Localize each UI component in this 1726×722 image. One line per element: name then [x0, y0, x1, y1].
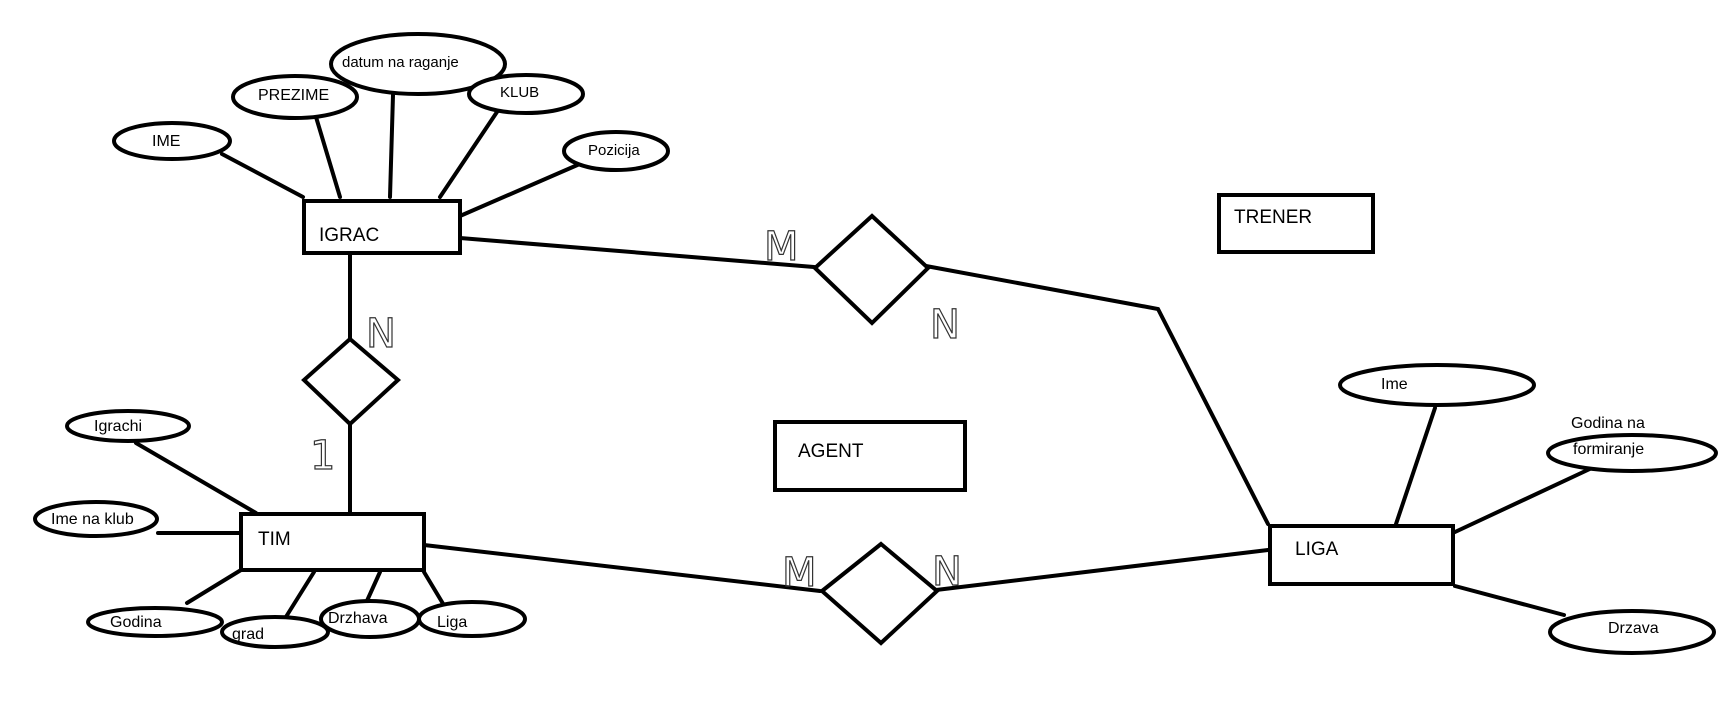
link-tim-grad: [282, 570, 316, 622]
attribute-tim-ime-na-klub[interactable]: Ime na klub: [33, 500, 159, 538]
link-liga-drzava: [1453, 584, 1566, 617]
link-igrac-datum: [388, 93, 395, 199]
cardinality-tim-liga-left: M: [782, 550, 817, 596]
link-liga-ime: [1394, 406, 1437, 526]
entity-agent-label: AGENT: [798, 441, 864, 462]
relationship-tim-liga[interactable]: [818, 541, 941, 646]
attribute-igrac-pozicija[interactable]: Pozicija: [562, 130, 670, 172]
entity-liga[interactable]: LIGA: [1268, 524, 1455, 586]
link-igrac-klub: [438, 101, 505, 199]
attribute-tim-godina-label: Godina: [110, 614, 162, 631]
attribute-liga-godina-label-line2: formiranje: [1573, 441, 1644, 458]
attribute-liga-drzava-label: Drzava: [1608, 620, 1659, 637]
entity-tim[interactable]: TIM: [239, 512, 426, 572]
attribute-igrac-ime[interactable]: IME: [112, 121, 232, 161]
relationship-igrac-liga[interactable]: [812, 213, 931, 326]
attribute-igrac-datum[interactable]: datum na raganje: [329, 32, 507, 96]
link-liga-godina: [1453, 465, 1596, 534]
link-igrac-relliga: [458, 236, 816, 269]
cardinality-tim-liga-right: N: [932, 549, 962, 595]
cardinality-igrac-liga-right: N: [930, 302, 960, 348]
attribute-liga-ime-label: Ime: [1381, 376, 1408, 393]
entity-igrac[interactable]: IGRAC: [302, 199, 462, 255]
link-igrac-prezime: [314, 115, 342, 199]
attribute-tim-drzhava[interactable]: Drzhava: [319, 599, 421, 639]
attribute-tim-liga[interactable]: Liga: [417, 600, 527, 638]
cardinality-igrac-tim-top: N: [366, 311, 396, 357]
attribute-liga-godina-na-formiranje[interactable]: Godina na formiranje: [1546, 415, 1718, 473]
attribute-tim-grad[interactable]: grad: [220, 615, 330, 649]
attribute-igrac-prezime-label: PREZIME: [258, 87, 329, 104]
connector-lines: [134, 93, 1596, 622]
attribute-tim-drzhava-label: Drzhava: [328, 610, 388, 627]
link-tim-godina: [185, 568, 243, 605]
entity-igrac-label: IGRAC: [319, 225, 379, 246]
attribute-igrac-datum-label: datum na raganje: [342, 54, 459, 71]
attribute-tim-godina[interactable]: Godina: [86, 606, 224, 638]
cardinality-igrac-tim-bottom: 1: [310, 433, 335, 479]
attribute-igrac-ime-label: IME: [152, 133, 180, 150]
link-reltl-liga: [934, 548, 1270, 592]
link-igrac-pozicija: [458, 161, 584, 218]
attribute-tim-grad-label: grad: [232, 626, 264, 643]
link-relliga-liga: [924, 264, 1270, 526]
attribute-igrac-prezime[interactable]: PREZIME: [231, 74, 359, 120]
link-tim-reltl: [422, 543, 822, 593]
cardinality-igrac-liga-left: M: [764, 224, 799, 270]
attribute-igrac-klub[interactable]: KLUB: [467, 73, 585, 115]
attribute-liga-ime[interactable]: Ime: [1338, 363, 1536, 407]
attribute-tim-liga-label: Liga: [437, 614, 467, 631]
attribute-tim-igrachi[interactable]: Igrachi: [65, 409, 191, 443]
attribute-igrac-klub-label: KLUB: [500, 84, 539, 101]
attribute-tim-ime-na-klub-label: Ime na klub: [51, 511, 134, 528]
entity-liga-label: LIGA: [1295, 539, 1339, 560]
link-igrac-ime: [220, 152, 305, 199]
entity-trener[interactable]: TRENER: [1217, 193, 1375, 254]
link-tim-drzhava: [364, 570, 382, 605]
entity-trener-label: TRENER: [1234, 207, 1312, 228]
entity-agent[interactable]: AGENT: [773, 420, 967, 492]
attribute-liga-godina-label-line1: Godina na: [1571, 415, 1645, 432]
attribute-tim-igrachi-label: Igrachi: [94, 418, 142, 435]
attribute-igrac-pozicija-label: Pozicija: [588, 142, 640, 159]
attribute-liga-drzava[interactable]: Drzava: [1548, 609, 1716, 655]
entity-tim-label: TIM: [258, 529, 291, 550]
relationship-igrac-tim[interactable]: [301, 336, 402, 427]
link-tim-igrachi: [134, 441, 258, 515]
